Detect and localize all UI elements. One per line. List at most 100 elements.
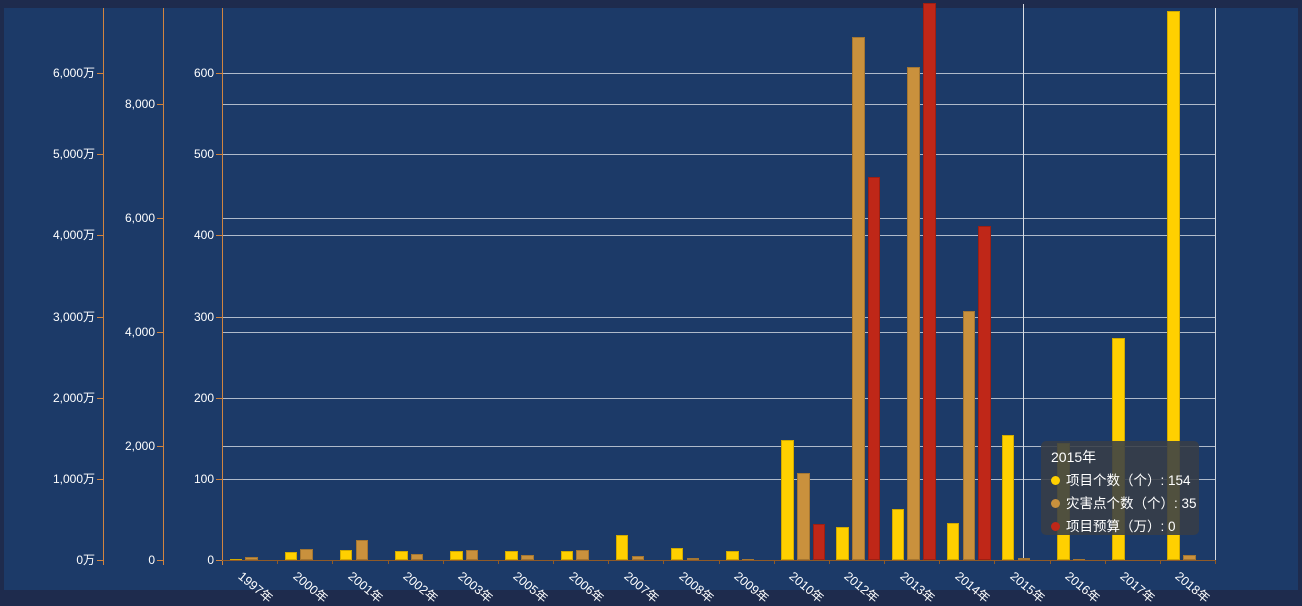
count-axis-tick [216,479,222,480]
bar-projects-2003[interactable] [450,550,463,561]
gridline [222,235,1215,237]
bar-budget-2010[interactable] [812,523,826,561]
bar-points-2006[interactable] [576,549,589,561]
bar-projects-2002[interactable] [395,551,408,561]
bar-projects-1997[interactable] [229,558,243,561]
bar-projects-2005[interactable] [505,550,518,561]
points-axis-tick [157,446,163,448]
gridline [222,479,1215,480]
bar-points-2001[interactable] [355,539,369,561]
x-axis-label-2013: 2013年 [897,568,937,606]
bar-points-2005[interactable] [521,554,534,561]
bar-points-2010[interactable] [797,472,810,561]
budget-axis-label: 1,000万 [52,472,95,486]
x-axis-tick [277,560,279,565]
x-axis-tick [663,560,665,565]
x-axis-label-2015: 2015年 [1007,568,1048,606]
bar-points-2014[interactable] [962,310,976,561]
bar-projects-2007[interactable] [615,535,629,561]
x-axis-label-2010: 2010年 [786,568,827,606]
bar-points-2013[interactable] [907,67,920,561]
count-axis-tick [216,397,222,399]
gridline [222,153,1215,155]
budget-axis-tick [97,397,103,399]
count-axis-tick [216,72,222,74]
tooltip-title: 2015年 [1051,449,1097,465]
x-axis-label-2005: 2005年 [510,568,551,606]
tooltip-row: 项目个数（个）: 154 [1051,469,1191,492]
points-axis-label: 4,000 [124,324,155,339]
x-axis-label-2003: 2003年 [455,568,496,606]
tooltip: 2015年 项目个数（个）: 154 灾害点个数（个）: 35 项目预算（万）:… [1041,441,1199,535]
x-axis-tick [497,560,499,565]
bar-points-2003[interactable] [465,549,479,561]
bar-points-2000[interactable] [300,548,313,561]
bar-projects-2018[interactable] [1167,10,1180,561]
bar-projects-2012[interactable] [836,527,849,561]
bar-points-2009[interactable] [741,558,755,561]
points-axis-tick [157,331,163,333]
bar-budget-2012[interactable] [867,176,881,561]
bar-projects-2010[interactable] [781,440,794,561]
budget-axis-label: 2,000万 [52,390,95,405]
gridline [222,217,1215,219]
x-axis-tick [1104,560,1106,565]
count-axis-tick [216,560,222,562]
bar-points-2008[interactable] [686,557,700,561]
x-axis-label-2018: 2018年 [1172,568,1213,606]
points-axis-label: 2,000 [124,439,155,454]
bar-budget-2014[interactable] [978,226,991,561]
crosshair-line [1022,4,1024,561]
budget-axis-tick [97,479,103,480]
projects-series-dot-icon [1051,476,1060,485]
x-axis-label-2000: 2000年 [290,568,331,606]
bar-projects-2013[interactable] [891,509,905,561]
budget-series-dot-icon [1051,522,1060,531]
count-axis-tick [216,153,222,155]
tooltip-row: 灾害点个数（个）: 35 [1051,492,1197,515]
bar-projects-2006[interactable] [560,550,574,561]
bar-points-2016[interactable] [1072,558,1086,561]
bar-points-2015[interactable] [1017,558,1031,561]
bar-budget-2013[interactable] [923,2,936,561]
x-axis-label-2008: 2008年 [676,568,717,606]
bar-points-2002[interactable] [410,553,424,561]
bar-points-2018[interactable] [1183,555,1196,561]
tooltip-row-text: 灾害点个数（个）: 35 [1066,496,1197,511]
points-axis-tick [157,103,163,105]
bar-projects-2000[interactable] [284,552,298,561]
x-axis-label-1997: 1997年 [235,568,275,606]
count-axis-label: 600 [193,65,214,80]
bar-projects-2001[interactable] [339,549,353,561]
plot-right-border [1215,8,1216,561]
budget-axis-label: 0万 [76,553,95,568]
bar-projects-2014[interactable] [946,522,960,561]
x-axis-label-2016: 2016年 [1062,568,1103,606]
count-axis-tick [216,235,222,237]
gridline [222,316,1215,318]
x-axis-label-2002: 2002年 [400,568,441,606]
points-axis-label: 6,000 [124,210,155,225]
x-axis-tick [939,560,941,565]
bar-projects-2008[interactable] [670,548,684,561]
points-axis-tick [157,217,163,219]
bar-projects-2015[interactable] [1001,435,1015,561]
bar-points-1997[interactable] [245,557,258,561]
budget-axis-tick [97,560,103,562]
x-axis-tick [1049,560,1051,565]
bar-projects-2009[interactable] [726,550,739,561]
bar-points-2012[interactable] [852,37,865,561]
count-axis-label: 500 [193,146,214,161]
bar-points-2007[interactable] [631,555,645,561]
budget-axis-tick [97,72,103,74]
gridline [222,103,1215,105]
x-axis-label-2007: 2007年 [621,568,662,606]
x-axis-tick [773,560,775,565]
x-axis-label-2006: 2006年 [566,568,606,606]
budget-axis-label: 4,000万 [52,228,95,243]
x-axis-tick [994,560,996,565]
x-axis-label-2001: 2001年 [345,568,386,606]
x-axis-label-2014: 2014年 [952,568,993,606]
